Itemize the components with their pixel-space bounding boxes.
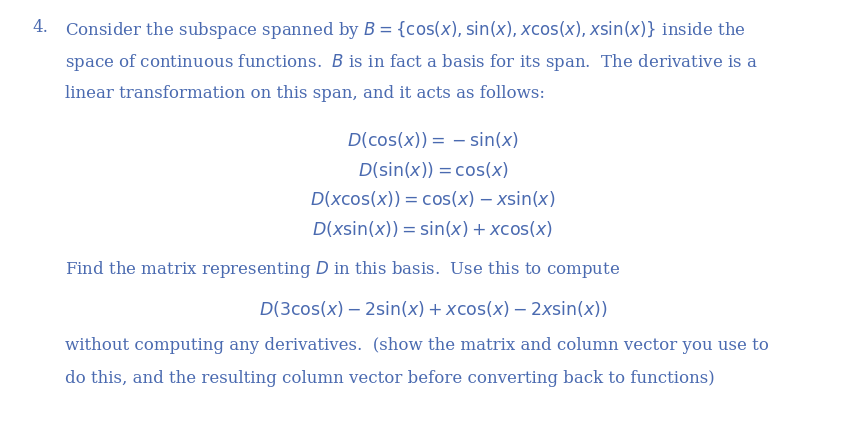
Text: $D(x\sin(x)) = \sin(x) + x\cos(x)$: $D(x\sin(x)) = \sin(x) + x\cos(x)$ — [313, 218, 553, 238]
Text: Consider the subspace spanned by $B = \{\cos(x), \sin(x), x\cos(x), x\sin(x)\}$ : Consider the subspace spanned by $B = \{… — [65, 19, 746, 41]
Text: 4.: 4. — [33, 19, 48, 36]
Text: do this, and the resulting column vector before converting back to functions): do this, and the resulting column vector… — [65, 369, 714, 386]
Text: without computing any derivatives.  (show the matrix and column vector you use t: without computing any derivatives. (show… — [65, 337, 769, 354]
Text: $D(x\cos(x)) = \cos(x) - x\sin(x)$: $D(x\cos(x)) = \cos(x) - x\sin(x)$ — [310, 189, 556, 209]
Text: $D(\sin(x)) = \cos(x)$: $D(\sin(x)) = \cos(x)$ — [358, 159, 508, 179]
Text: linear transformation on this span, and it acts as follows:: linear transformation on this span, and … — [65, 85, 545, 102]
Text: Find the matrix representing $D$ in this basis.  Use this to compute: Find the matrix representing $D$ in this… — [65, 259, 620, 279]
Text: space of continuous functions.  $B$ is in fact a basis for its span.  The deriva: space of continuous functions. $B$ is in… — [65, 52, 758, 73]
Text: $D(3\cos(x) - 2\sin(x) + x\cos(x) - 2x\sin(x))$: $D(3\cos(x) - 2\sin(x) + x\cos(x) - 2x\s… — [259, 298, 607, 318]
Text: $D(\cos(x)) = -\sin(x)$: $D(\cos(x)) = -\sin(x)$ — [347, 130, 519, 150]
